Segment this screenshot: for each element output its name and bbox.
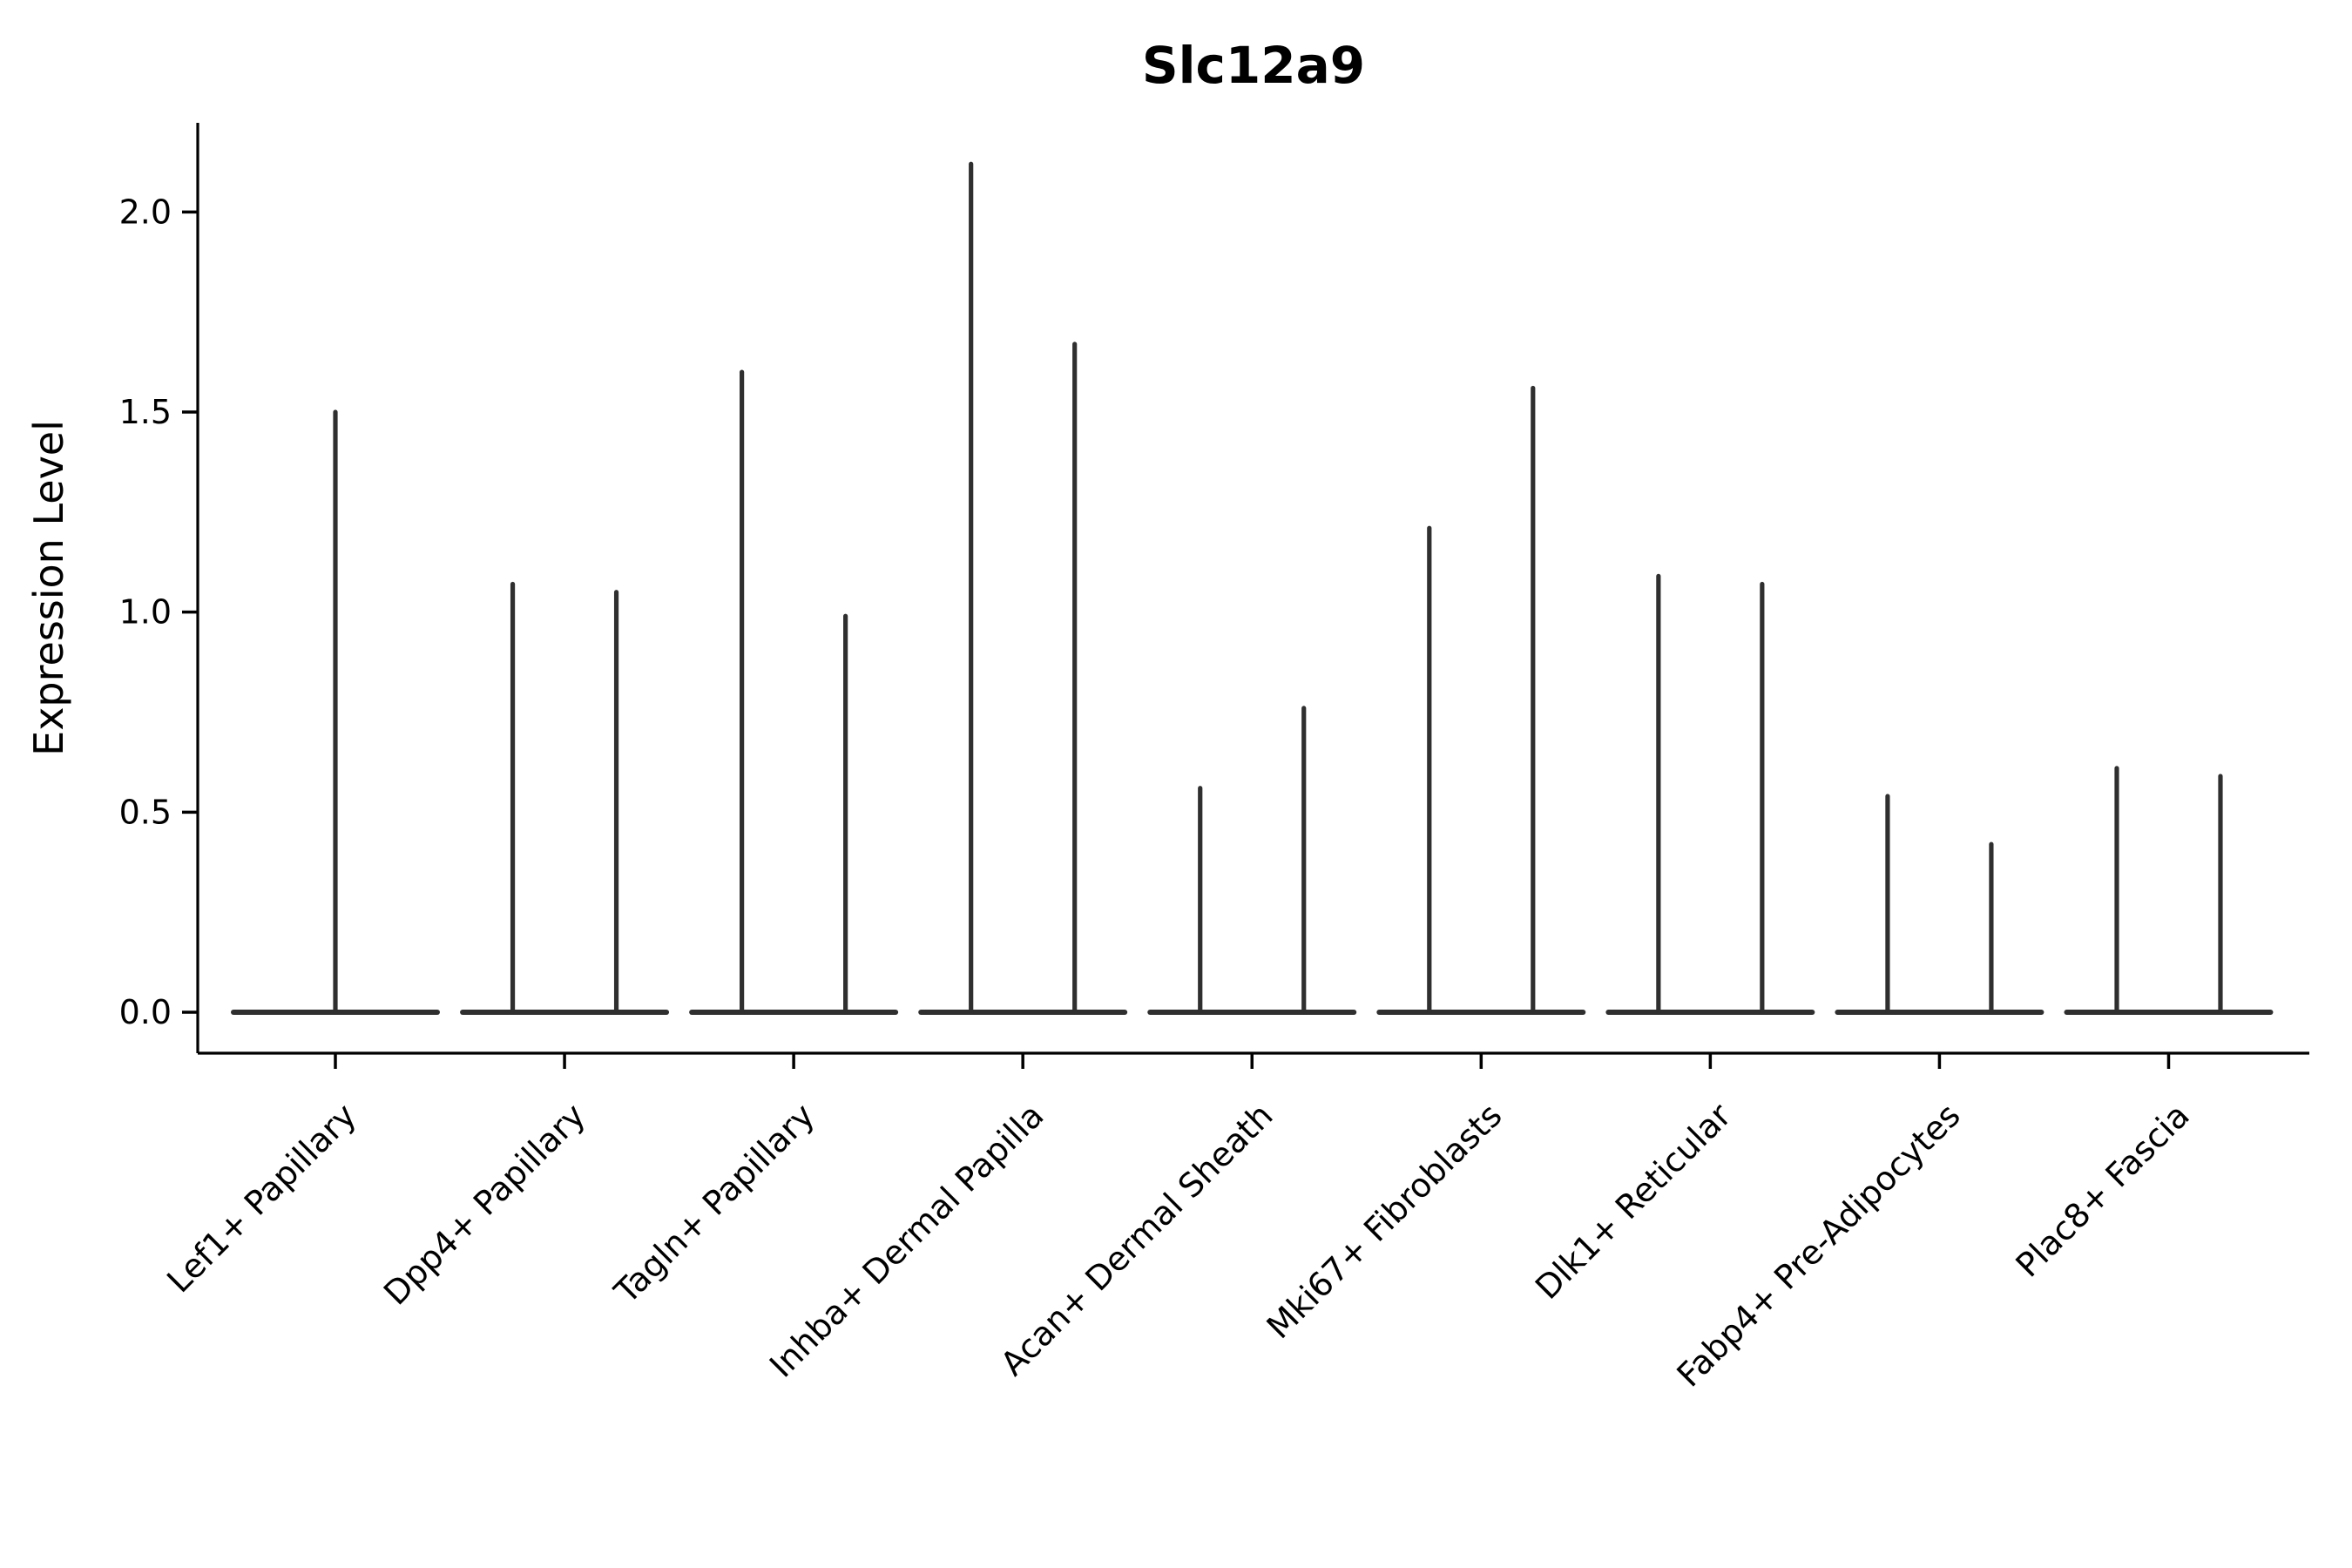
x-tick-label: Plac8+ Fascia	[2009, 1096, 2197, 1284]
x-tick-label: Acan+ Dermal Sheath	[993, 1096, 1280, 1382]
x-tick-label: Dlk1+ Reticular	[1528, 1096, 1739, 1307]
y-tick-label: 0.5	[119, 793, 172, 831]
axes-layer	[182, 123, 2309, 1069]
violin-layer	[231, 161, 2274, 1015]
y-tick-label: 1.0	[119, 593, 172, 632]
x-tick-label: Mki67+ Fibroblasts	[1260, 1096, 1510, 1346]
x-tick-label: Lef1+ Papillary	[159, 1096, 363, 1300]
x-tick-label: Tagln+ Papillary	[606, 1096, 821, 1311]
y-tick-label: 2.0	[119, 193, 172, 231]
chart-title: Slc12a9	[1142, 36, 1365, 95]
y-tick-label: 0.0	[119, 993, 172, 1031]
tick-label-layer: 0.0 0.5 1.0 1.5 2.0 Lef1+ Papillary Dpp4+ Papi…	[119, 193, 2197, 1394]
y-tick-label: 1.5	[119, 393, 172, 431]
x-tick-label: Dpp4+ Papillary	[376, 1096, 592, 1312]
y-axis-label: Expression Level	[25, 420, 72, 756]
